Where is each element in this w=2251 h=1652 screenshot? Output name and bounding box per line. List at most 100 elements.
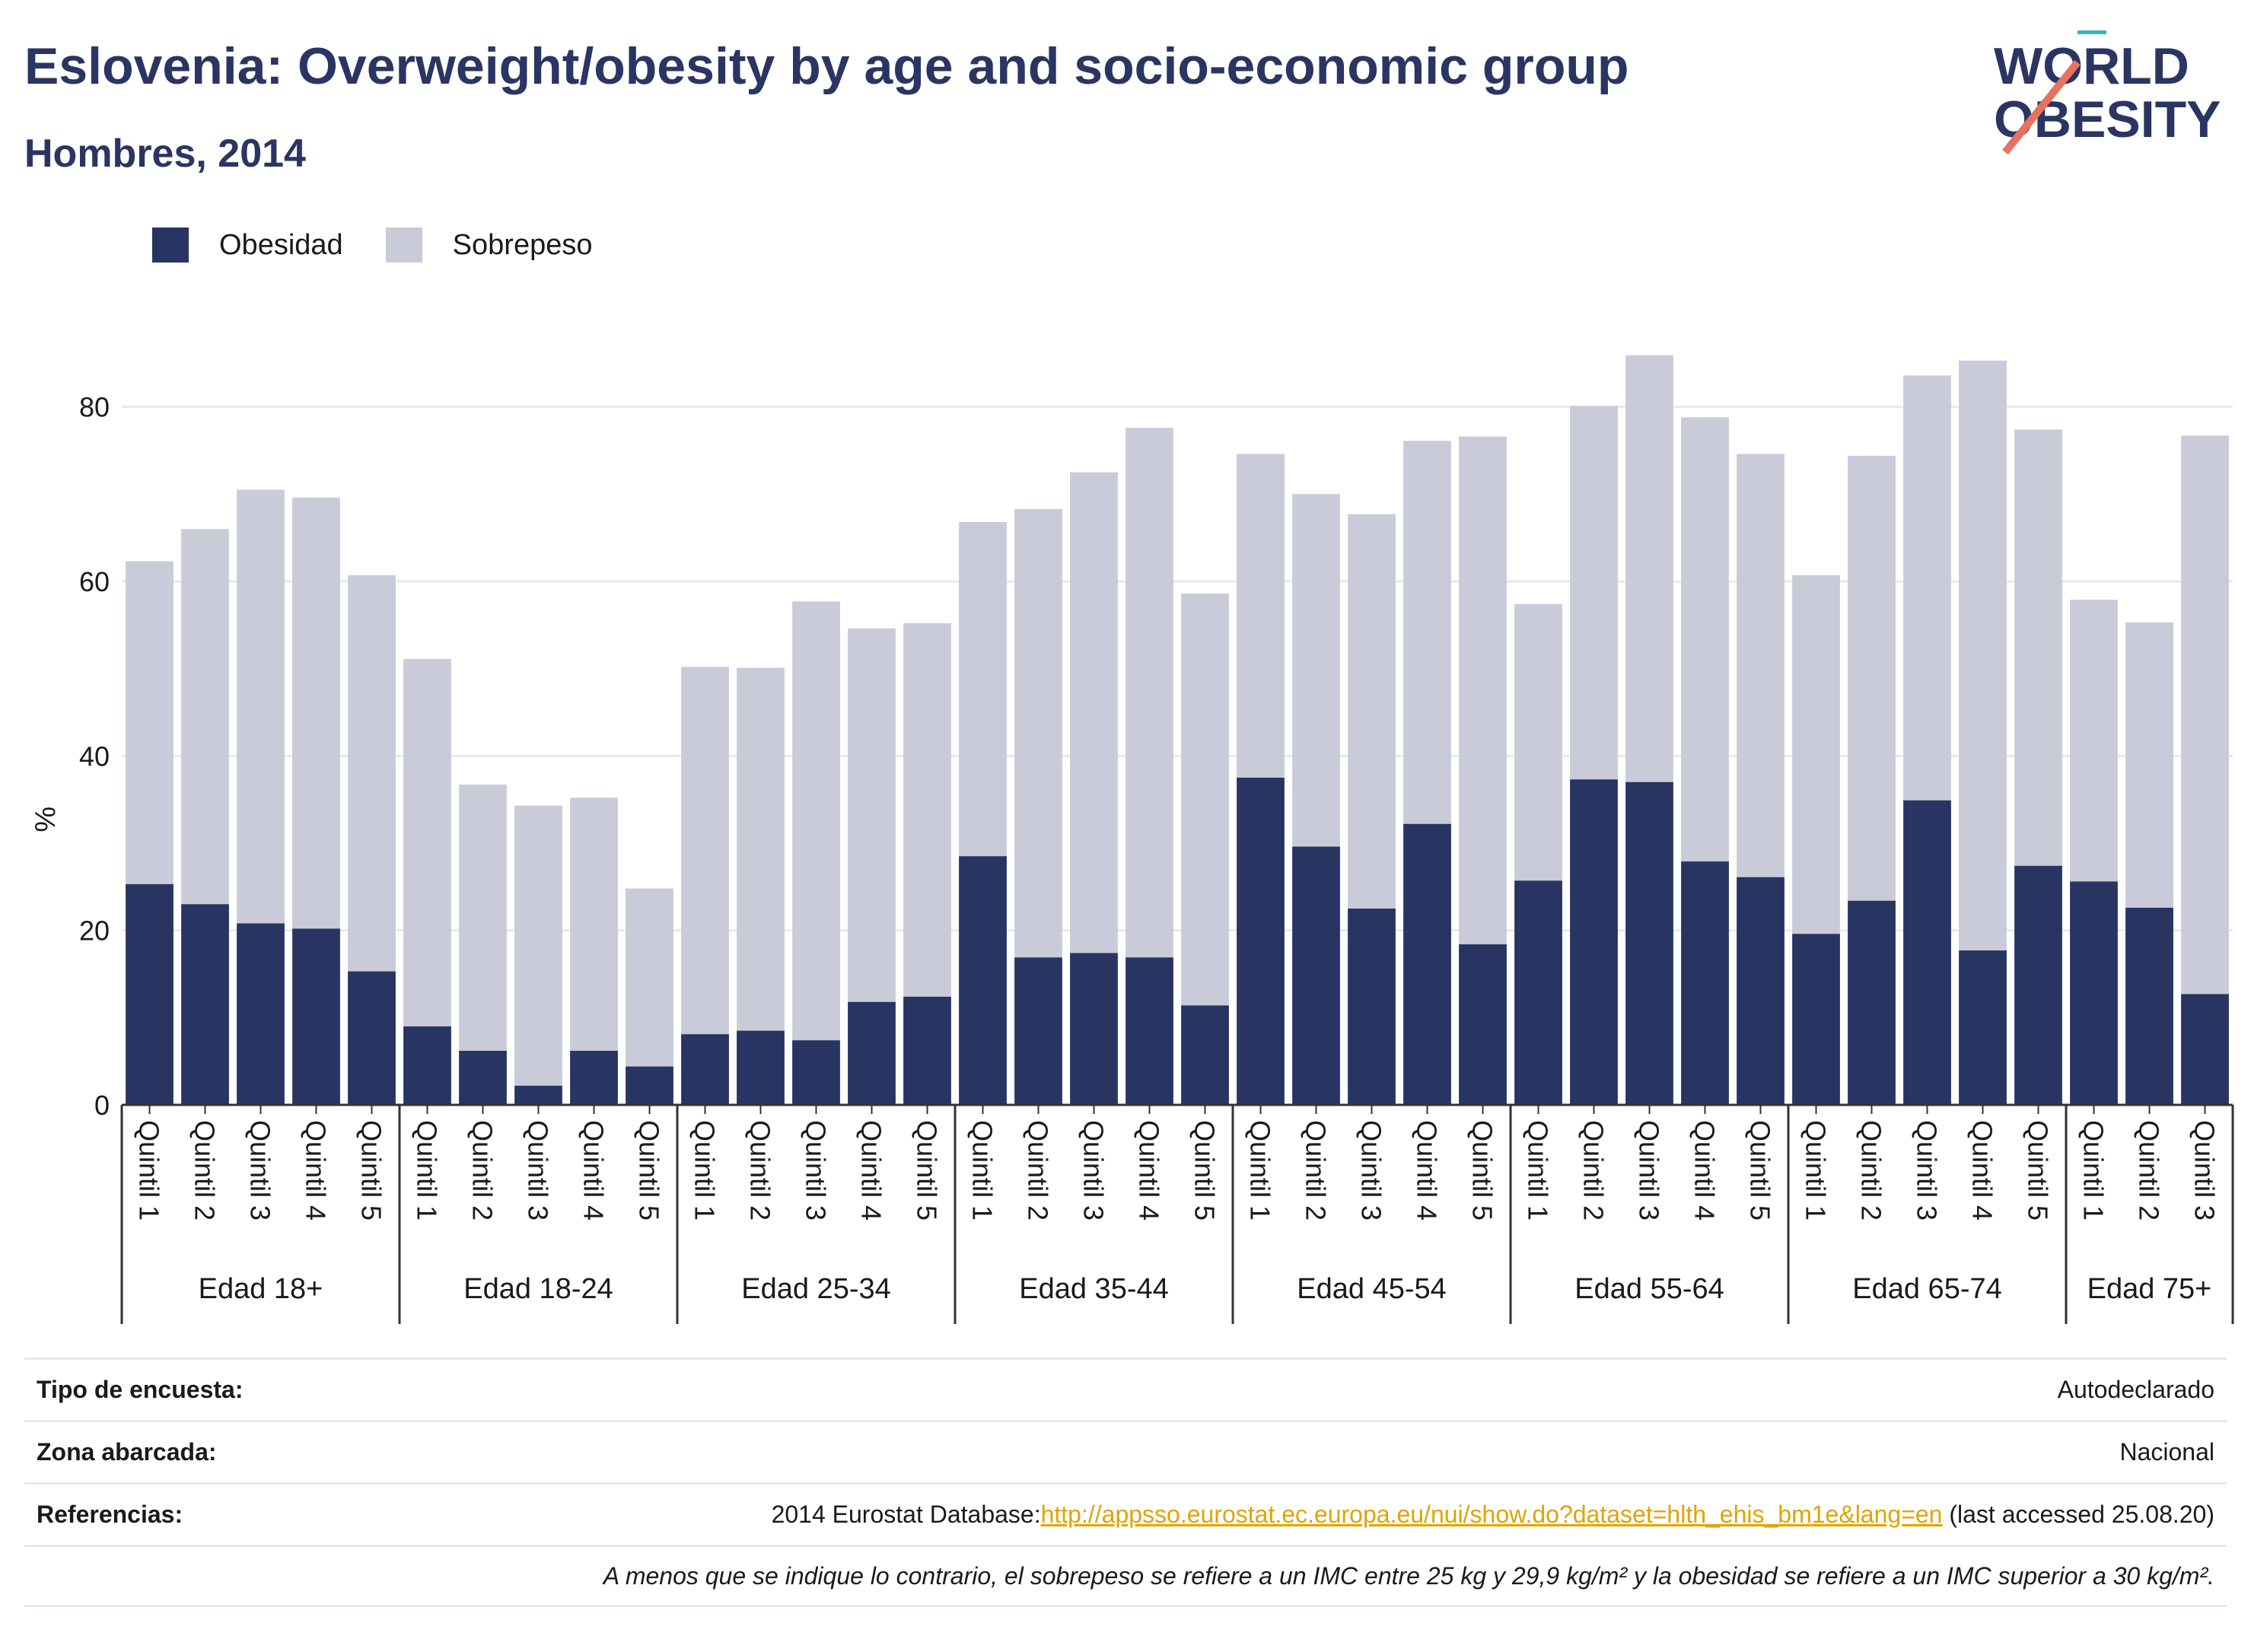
bar-obesidad: [959, 856, 1007, 1105]
x-tick-label: Quintil 3: [1356, 1120, 1387, 1221]
x-tick-label: Quintil 2: [1856, 1120, 1887, 1221]
legend-item-overweight: Sobrepeso: [385, 228, 592, 263]
x-tick-label: Quintil 1: [2078, 1120, 2109, 1221]
bar-obesidad: [348, 971, 396, 1105]
group-label: Edad 55-64: [1574, 1273, 1724, 1305]
references-link[interactable]: http://appsso.eurostat.ec.europa.eu/nui/…: [1040, 1501, 1943, 1528]
bar-obesidad: [181, 904, 229, 1105]
bar-obesidad: [1681, 861, 1729, 1105]
legend-swatch-obesity: [152, 228, 189, 263]
bar-sobrepeso: [1126, 428, 1173, 958]
logo-slash-coral: [2002, 59, 2081, 155]
y-axis-label: %: [30, 807, 62, 832]
legend-label-obesity: Obesidad: [219, 228, 343, 261]
x-tick-label: Quintil 3: [1078, 1120, 1110, 1221]
bar-sobrepeso: [1681, 417, 1729, 862]
bar-obesidad: [1348, 909, 1396, 1105]
info-row-area: Zona abarcada: Nacional: [24, 1420, 2227, 1482]
x-tick-label: Quintil 3: [523, 1120, 554, 1221]
bar-sobrepeso: [959, 522, 1007, 857]
y-tick-label: 20: [79, 915, 110, 947]
bar-sobrepeso: [126, 561, 174, 884]
bar-obesidad: [1070, 953, 1118, 1105]
x-tick-label: Quintil 4: [1412, 1120, 1443, 1221]
x-tick-label: Quintil 3: [801, 1120, 832, 1221]
world-obesity-logo: WORLD OBESITY: [1994, 30, 2221, 155]
bar-obesidad: [1737, 877, 1785, 1105]
references-label: Referencias:: [37, 1501, 183, 1528]
bar-sobrepeso: [903, 623, 951, 997]
bar-sobrepeso: [681, 667, 729, 1035]
bar-sobrepeso: [1459, 436, 1507, 945]
bar-obesidad: [1848, 900, 1896, 1105]
x-tick-label: Quintil 2: [2134, 1120, 2165, 1221]
x-tick-label: Quintil 4: [1967, 1120, 1998, 1221]
bar-obesidad: [1237, 778, 1285, 1105]
bar-sobrepeso: [1348, 514, 1396, 909]
references-suffix: (last accessed 25.08.20): [1942, 1501, 2214, 1528]
group-label: Edad 18+: [199, 1273, 323, 1305]
chart-legend: Obesidad Sobrepeso: [152, 225, 635, 265]
x-tick-label: Quintil 1: [1245, 1120, 1276, 1221]
bar-sobrepeso: [1514, 603, 1562, 881]
bar-sobrepeso: [1070, 472, 1118, 953]
bar-sobrepeso: [514, 805, 562, 1086]
bar-obesidad: [514, 1085, 562, 1105]
group-label: Edad 75+: [2087, 1273, 2212, 1305]
references-prefix: 2014 Eurostat Database:: [771, 1501, 1041, 1528]
bar-sobrepeso: [1237, 454, 1285, 778]
logo-line1: WORLD: [1994, 37, 2189, 95]
x-tick-label: Quintil 3: [1912, 1120, 1943, 1221]
page-subtitle: Hombres, 2014: [24, 132, 306, 176]
bar-obesidad: [126, 883, 174, 1105]
x-tick-label: Quintil 5: [912, 1120, 943, 1221]
x-tick-label: Quintil 5: [1189, 1120, 1221, 1221]
bar-sobrepeso: [570, 797, 618, 1051]
x-tick-label: Quintil 1: [1800, 1120, 1832, 1221]
survey-type-label: Tipo de encuesta:: [37, 1376, 244, 1403]
bar-sobrepeso: [1181, 594, 1229, 1006]
page-title: Eslovenia: Overweight/obesity by age and…: [24, 37, 1629, 95]
bar-sobrepeso: [848, 628, 896, 1002]
bar-obesidad: [1625, 781, 1673, 1105]
y-tick-label: 80: [79, 392, 110, 423]
bar-obesidad: [570, 1050, 618, 1105]
bar-obesidad: [459, 1050, 507, 1105]
bar-obesidad: [1126, 957, 1173, 1105]
survey-type-value: Autodeclarado: [2057, 1376, 2214, 1403]
bar-sobrepeso: [1570, 406, 1618, 780]
x-tick-label: Quintil 1: [412, 1120, 443, 1221]
area-value: Nacional: [2119, 1438, 2214, 1466]
bar-sobrepeso: [181, 529, 229, 905]
bar-sobrepeso: [1848, 455, 1896, 901]
bar-obesidad: [292, 928, 340, 1105]
x-tick-label: Quintil 5: [1745, 1120, 1776, 1221]
x-tick-label: Quintil 3: [2189, 1120, 2221, 1221]
x-tick-label: Quintil 1: [134, 1120, 165, 1221]
area-label: Zona abarcada:: [37, 1438, 217, 1466]
bar-sobrepeso: [1625, 355, 1673, 782]
bar-obesidad: [1570, 779, 1618, 1105]
x-tick-label: Quintil 1: [967, 1120, 998, 1221]
x-tick-label: Quintil 4: [1134, 1120, 1165, 1221]
bar-obesidad: [903, 996, 951, 1105]
bar-sobrepeso: [792, 601, 840, 1041]
x-tick-label: Quintil 2: [1023, 1120, 1054, 1221]
x-tick-label: Quintil 3: [1634, 1120, 1665, 1221]
bar-obesidad: [1292, 846, 1340, 1105]
bar-obesidad: [848, 1001, 896, 1105]
bar-obesidad: [1514, 880, 1562, 1105]
bar-sobrepeso: [237, 489, 285, 924]
x-tick-label: Quintil 2: [745, 1120, 776, 1221]
x-tick-label: Quintil 4: [301, 1120, 332, 1221]
bar-sobrepeso: [403, 659, 451, 1027]
bar-obesidad: [1459, 944, 1507, 1105]
bar-obesidad: [2014, 865, 2062, 1105]
x-tick-label: Quintil 1: [689, 1120, 721, 1221]
bar-obesidad: [2070, 881, 2118, 1105]
x-tick-label: Quintil 2: [467, 1120, 498, 1221]
bar-obesidad: [237, 923, 285, 1105]
bar-sobrepeso: [2125, 622, 2173, 908]
bar-sobrepeso: [737, 667, 785, 1031]
bar-sobrepeso: [626, 888, 673, 1067]
